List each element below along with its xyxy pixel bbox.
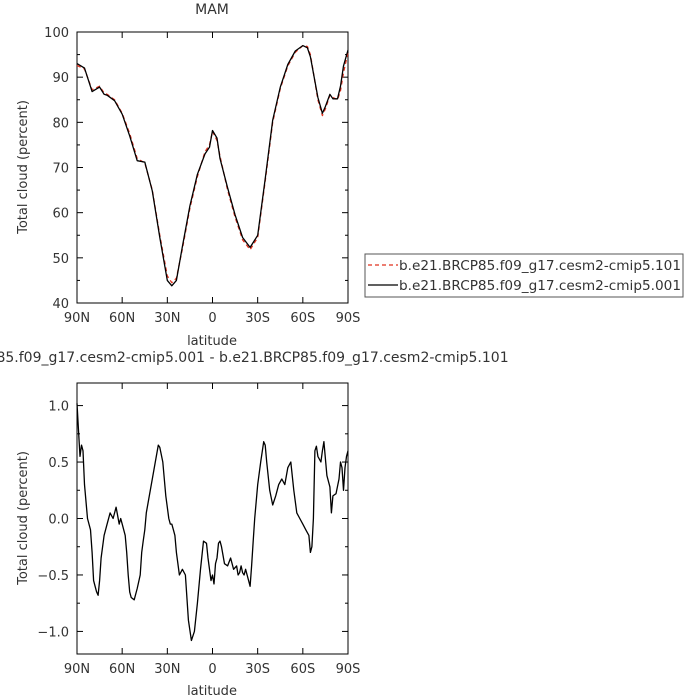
bottom-panel: b.e21.BRCP85.f09_g17.cesm2-cmip5.001 - b…: [0, 350, 509, 699]
bottom-series-line-0: [76, 403, 349, 642]
top-x-tick-label: 0: [208, 311, 216, 326]
top-y-tick-label: 60: [52, 207, 69, 222]
bottom-axis-ticks: 90N 60N 30N 0 30S 60S 90S −1.0 −0.5 0.0 0.5 1.0: [37, 383, 360, 677]
top-x-tick-label: 60N: [109, 311, 135, 326]
top-x-tick-label: 90N: [64, 311, 90, 326]
top-x-tick-label: 30N: [154, 311, 180, 326]
bottom-y-tick-label: −0.5: [37, 569, 69, 584]
top-x-tick-label: 60S: [290, 311, 315, 326]
bottom-series-lines: [76, 403, 349, 642]
bottom-y-tick-label: 1.0: [48, 400, 69, 415]
top-y-tick-label: 50: [52, 252, 69, 267]
bottom-y-tick-label: 0.5: [48, 456, 69, 471]
bottom-x-tick-label: 30N: [154, 662, 180, 677]
bottom-panel-title: b.e21.BRCP85.f09_g17.cesm2-cmip5.001 - b…: [0, 350, 509, 366]
top-y-tick-label: 80: [52, 116, 69, 131]
top-series-line-1: [76, 44, 349, 287]
legend-entry-001: b.e21.BRCP85.f09_g17.cesm2-cmip5.001: [399, 279, 681, 294]
bottom-x-axis-label: latitude: [187, 684, 237, 699]
top-x-axis-label: latitude: [187, 334, 237, 349]
bottom-y-axis-label: Total cloud (percent): [16, 451, 31, 586]
bottom-x-tick-label: 60S: [290, 662, 315, 677]
top-panel-title: MAM: [195, 2, 229, 18]
bottom-x-tick-label: 60N: [109, 662, 135, 677]
top-y-tick-label: 100: [44, 26, 69, 41]
top-x-tick-label: 30S: [245, 311, 270, 326]
bottom-y-tick-label: 0.0: [48, 513, 69, 528]
bottom-x-tick-label: 90N: [64, 662, 90, 677]
top-series-line-0: [76, 44, 349, 284]
legend: b.e21.BRCP85.f09_g17.cesm2-cmip5.101 b.e…: [364, 253, 684, 298]
top-y-axis-label: Total cloud (percent): [16, 100, 31, 235]
bottom-x-tick-label: 30S: [245, 662, 270, 677]
top-axis-ticks: 90N 60N 30N 0 30S 60S 90S 40 50 60 70 80 90 100: [44, 26, 360, 326]
top-y-tick-label: 90: [52, 71, 69, 86]
top-x-tick-label: 90S: [336, 311, 361, 326]
top-plot-frame: [76, 31, 349, 304]
top-panel: MAM Total cloud (percent) latitude 90N 60…: [16, 2, 360, 349]
bottom-y-tick-label: −1.0: [37, 625, 69, 640]
bottom-x-tick-label: 0: [208, 662, 216, 677]
top-y-tick-label: 70: [52, 162, 69, 177]
legend-entry-101: b.e21.BRCP85.f09_g17.cesm2-cmip5.101: [399, 259, 681, 274]
legend-box: [364, 253, 684, 298]
top-y-tick-label: 40: [52, 297, 69, 312]
top-series-lines: [76, 44, 349, 287]
bottom-x-tick-label: 90S: [336, 662, 361, 677]
